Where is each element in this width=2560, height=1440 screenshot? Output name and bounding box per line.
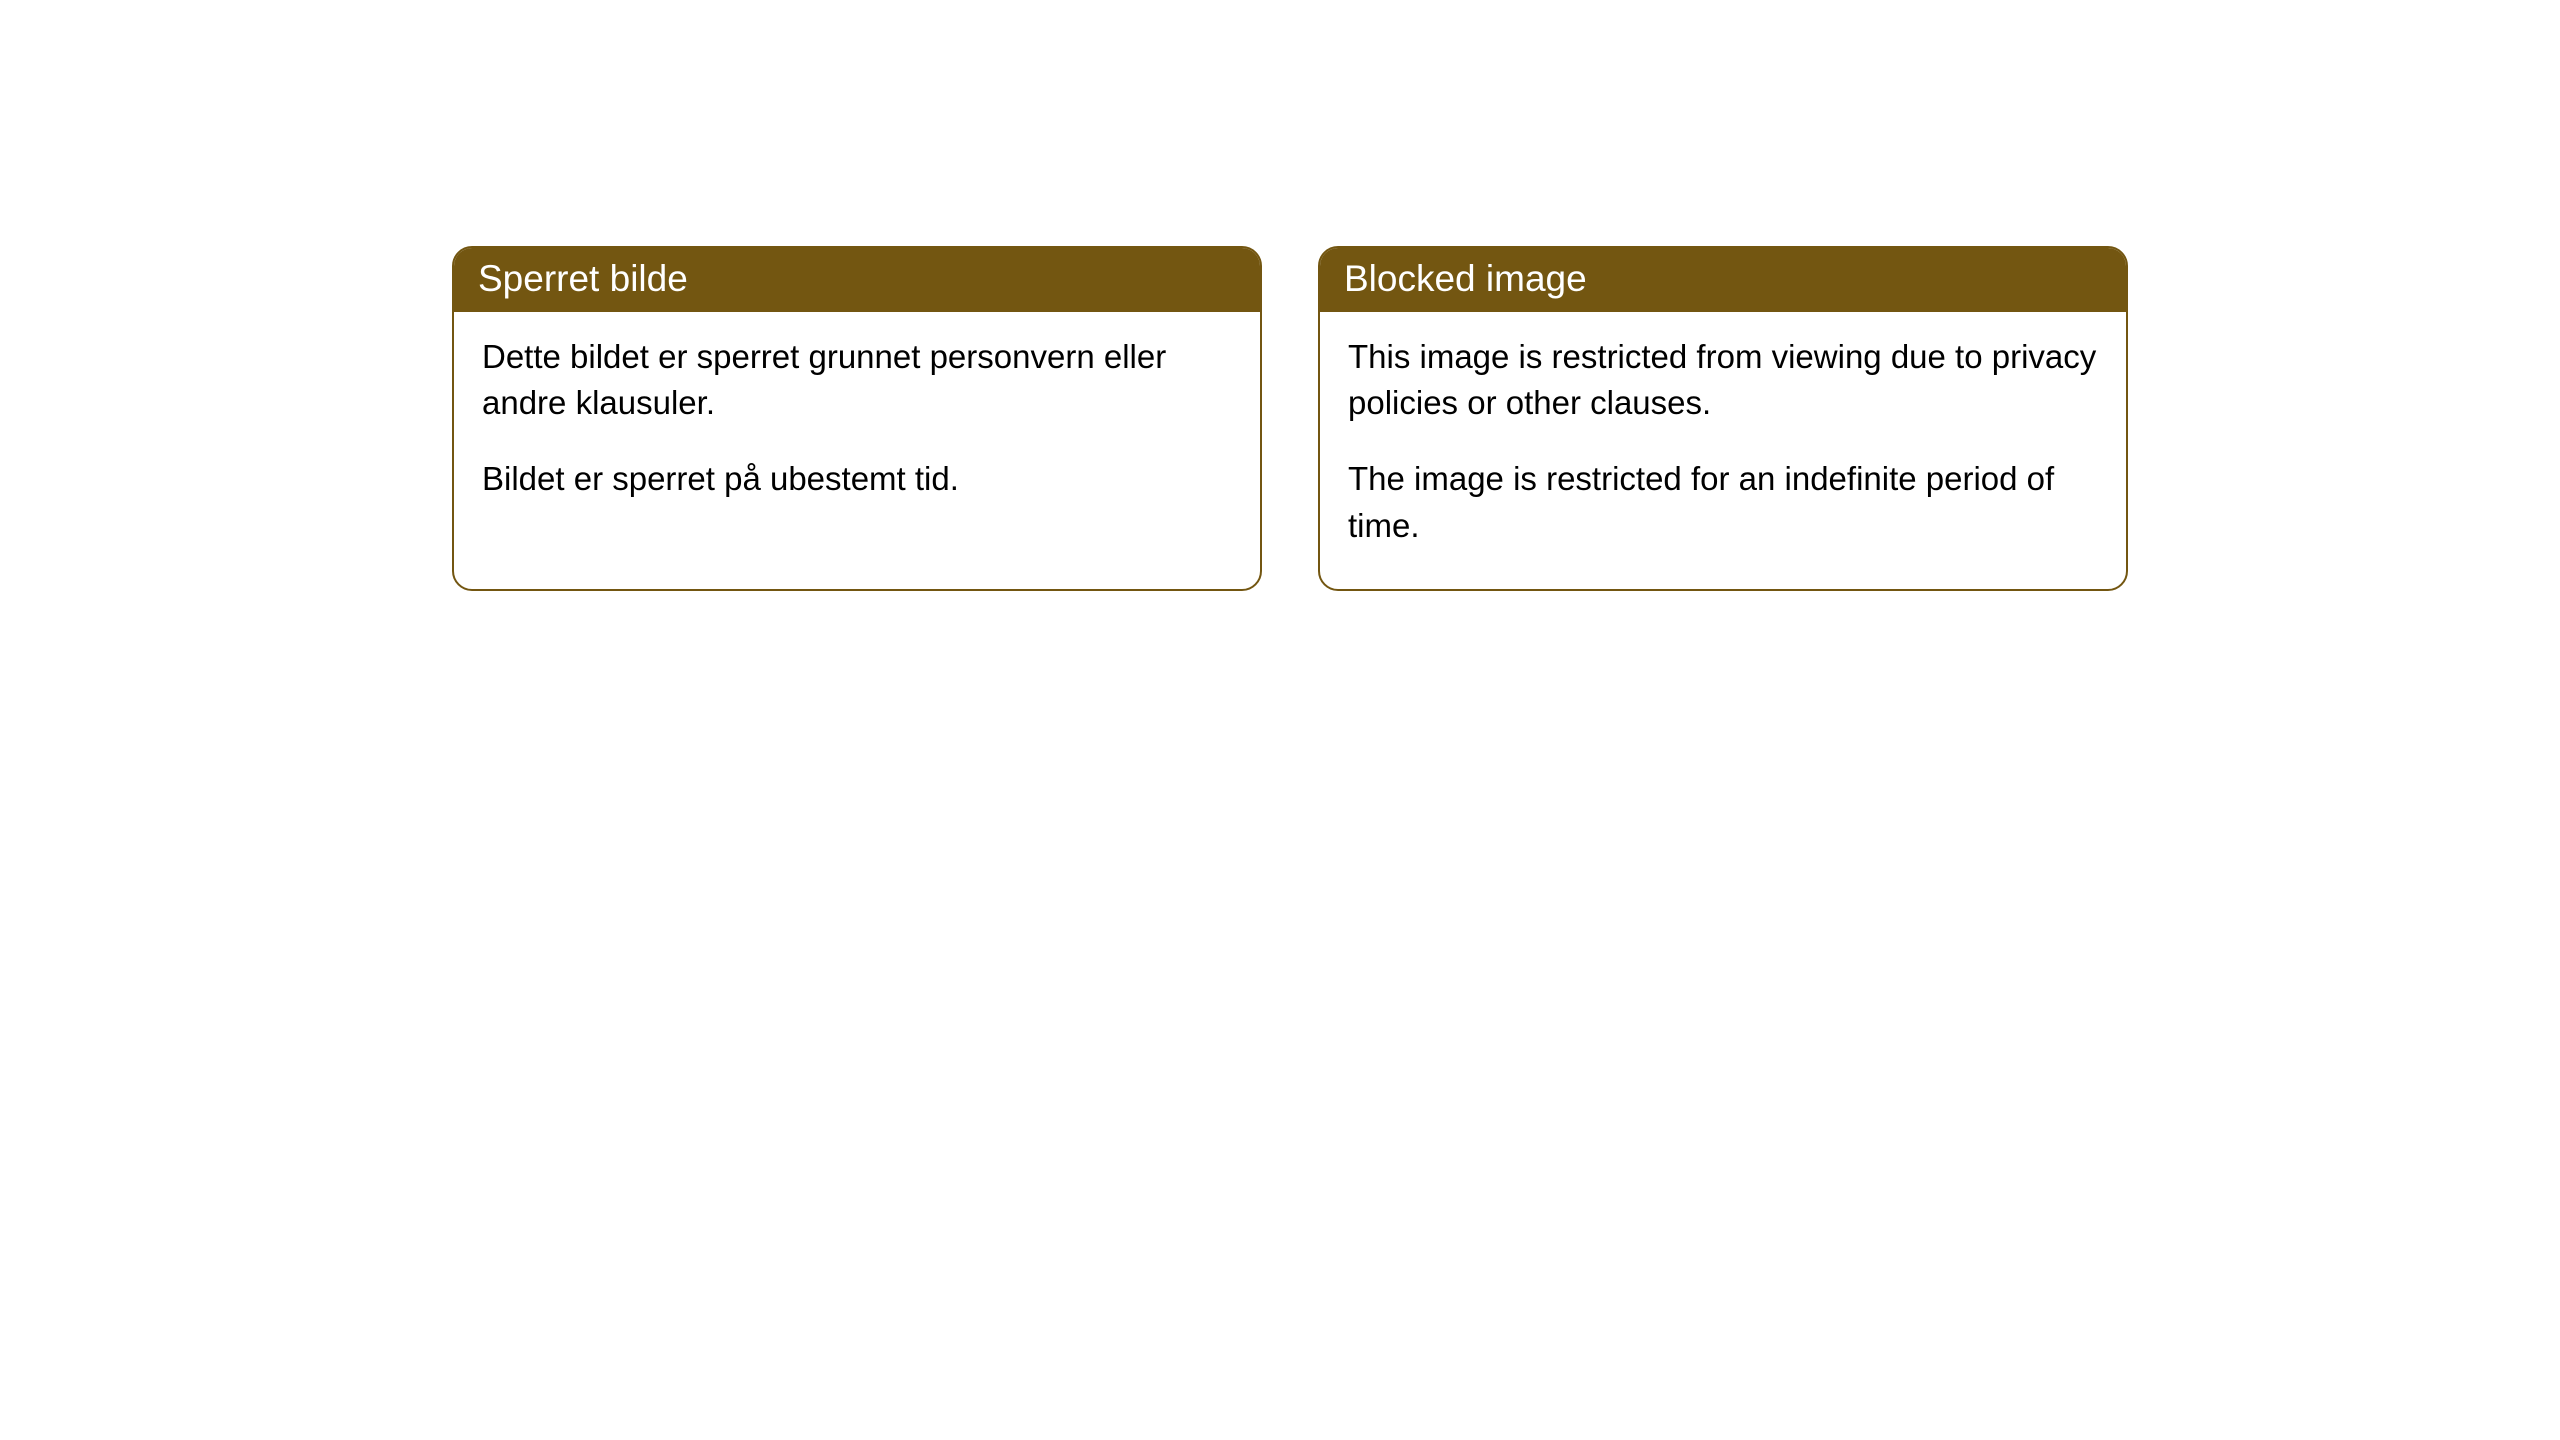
blocked-image-card-norwegian: Sperret bilde Dette bildet er sperret gr… [452,246,1262,591]
card-paragraph-2: The image is restricted for an indefinit… [1348,456,2098,548]
card-body-english: This image is restricted from viewing du… [1320,312,2126,589]
blocked-image-card-english: Blocked image This image is restricted f… [1318,246,2128,591]
notice-cards-container: Sperret bilde Dette bildet er sperret gr… [452,246,2560,591]
card-paragraph-1: This image is restricted from viewing du… [1348,334,2098,426]
card-header-english: Blocked image [1320,248,2126,312]
card-paragraph-1: Dette bildet er sperret grunnet personve… [482,334,1232,426]
card-paragraph-2: Bildet er sperret på ubestemt tid. [482,456,1232,502]
card-header-norwegian: Sperret bilde [454,248,1260,312]
card-body-norwegian: Dette bildet er sperret grunnet personve… [454,312,1260,543]
